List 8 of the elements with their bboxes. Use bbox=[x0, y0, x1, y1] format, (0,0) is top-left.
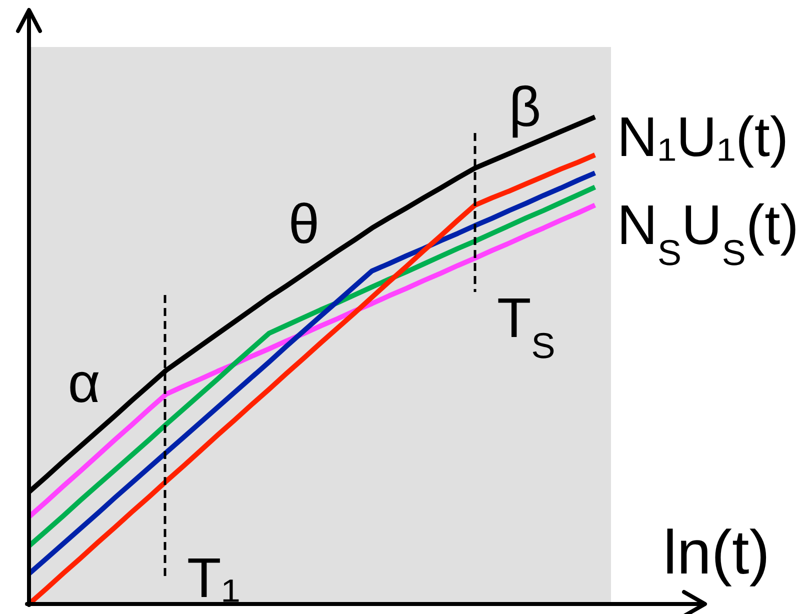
annotation: T$_{S}$ bbox=[497, 286, 556, 366]
series-label: N₁U₁(t) bbox=[617, 105, 789, 168]
x-axis-title: ln(t) bbox=[663, 518, 770, 588]
annotation: T₁ bbox=[187, 546, 240, 609]
series-label: N$_{S}$U$_{S}$(t) bbox=[617, 193, 799, 273]
annotation: β bbox=[508, 75, 542, 138]
annotation: α bbox=[68, 351, 100, 414]
annotation: θ bbox=[288, 192, 320, 255]
